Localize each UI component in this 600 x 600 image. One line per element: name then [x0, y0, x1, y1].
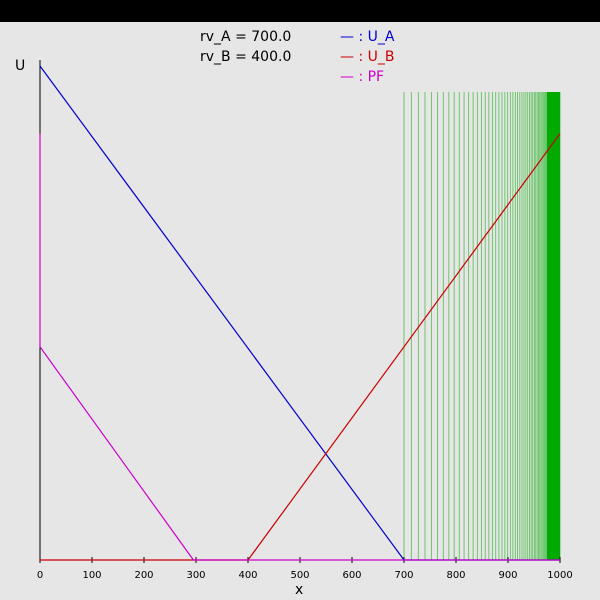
legend-entry-u-b: — : U_B — [340, 49, 395, 65]
x-tick-label: 500 — [290, 570, 309, 581]
x-tick-label: 600 — [342, 570, 361, 581]
x-axis-label: x — [295, 582, 304, 598]
x-tick-label: 800 — [446, 570, 465, 581]
legend-entry-pf: — : PF — [340, 69, 385, 85]
x-tick-label: 100 — [82, 570, 101, 581]
rv-a-annotation: rv_A = 700.0 — [200, 29, 292, 45]
x-tick-label: 0 — [37, 570, 43, 581]
series-line-u-b — [40, 133, 561, 561]
title-bar — [0, 0, 600, 22]
series-line-pf — [39, 133, 560, 561]
x-tick-label: 300 — [186, 570, 205, 581]
dense-vline-band — [547, 92, 560, 560]
x-tick-label: 200 — [134, 570, 153, 581]
x-tick-label: 700 — [394, 570, 413, 581]
x-tick-label: 1000 — [547, 570, 572, 581]
legend-entry-u-a: — : U_A — [340, 29, 395, 45]
y-axis-label: U — [15, 58, 26, 74]
x-tick-label: 400 — [238, 570, 257, 581]
x-tick-label: 900 — [498, 570, 517, 581]
series-line-u-a — [39, 65, 560, 561]
rv-b-annotation: rv_B = 400.0 — [200, 49, 292, 65]
